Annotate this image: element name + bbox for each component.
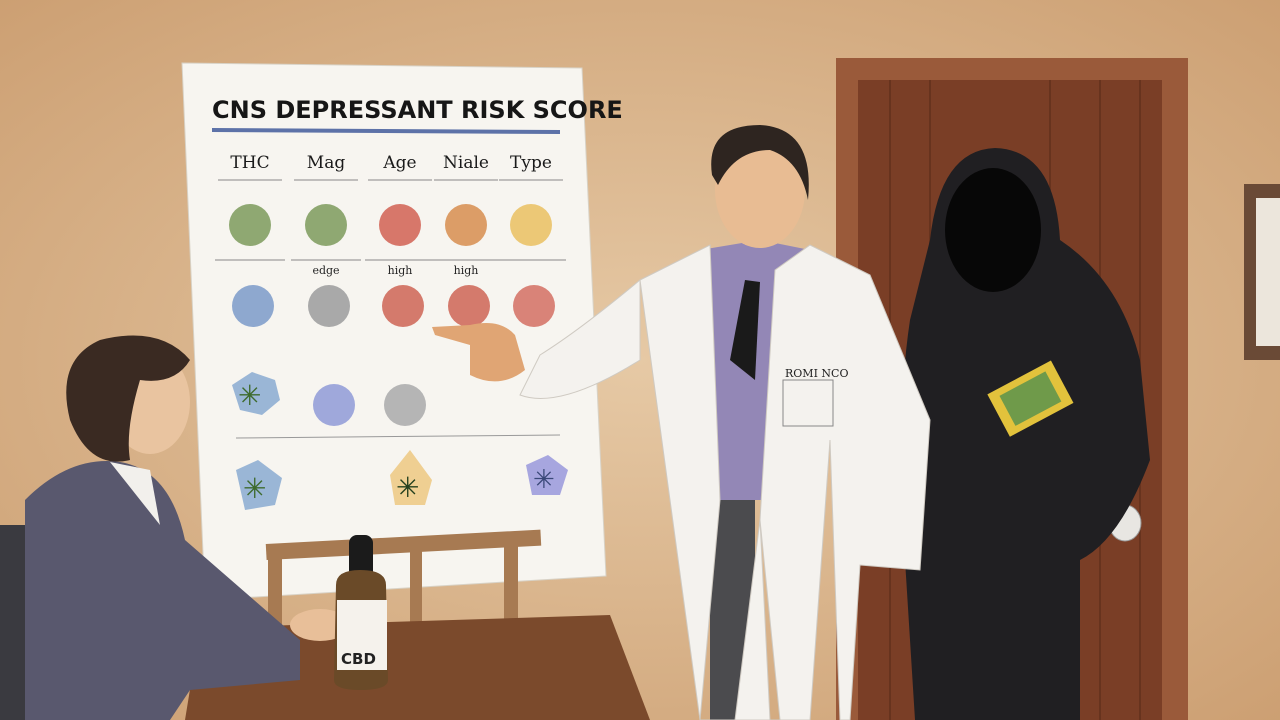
svg-text:✳: ✳: [243, 474, 266, 505]
risk-circle: [445, 204, 487, 246]
column-header: THC: [230, 153, 269, 173]
row-label: high: [454, 264, 479, 277]
cannabis-leaf-icon: ✳: [232, 372, 280, 415]
risk-score-poster: CNS DEPRESSANT RISK SCORE THC Mag edge Age h…: [181, 62, 623, 601]
row-label: high: [388, 264, 413, 277]
money-card: [987, 360, 1074, 437]
wall-picture-frame: [1244, 184, 1280, 360]
pointing-hand: [432, 322, 525, 382]
risk-circle: [384, 384, 426, 426]
risk-circle: [229, 204, 271, 246]
column-header: Niale: [443, 153, 489, 173]
bottle-label: CBD: [341, 650, 376, 668]
svg-text:✳: ✳: [238, 381, 261, 412]
risk-circle: [232, 285, 274, 327]
table: [185, 615, 650, 720]
name-badge: ROMI NCO: [785, 367, 848, 380]
column-header: Mag: [307, 153, 346, 173]
cannabis-leaf-icon: ✳: [236, 460, 282, 510]
risk-circle: [448, 285, 490, 327]
hood-face-shadow: [945, 168, 1041, 292]
risk-circle: [313, 384, 355, 426]
risk-circle: [308, 285, 350, 327]
svg-text:✳: ✳: [396, 473, 419, 504]
cannabis-leaf-icon: ✳: [390, 450, 432, 505]
risk-circle: [382, 285, 424, 327]
doctor: ROMI NCO: [432, 125, 931, 720]
risk-circle: [510, 204, 552, 246]
risk-circle: [513, 285, 555, 327]
poster-title: CNS DEPRESSANT RISK SCORE: [212, 96, 623, 124]
cannabis-leaf-icon: ✳: [526, 455, 568, 495]
face: [715, 132, 805, 248]
column-header: Age: [382, 153, 416, 173]
seated-person: [0, 335, 350, 720]
cbd-bottle: CBD: [334, 535, 388, 690]
row-label: edge: [312, 264, 339, 277]
column-header: Type: [510, 153, 552, 173]
risk-circle: [379, 204, 421, 246]
svg-text:✳: ✳: [533, 465, 555, 494]
risk-circle: [305, 204, 347, 246]
hooded-figure: [901, 148, 1150, 720]
